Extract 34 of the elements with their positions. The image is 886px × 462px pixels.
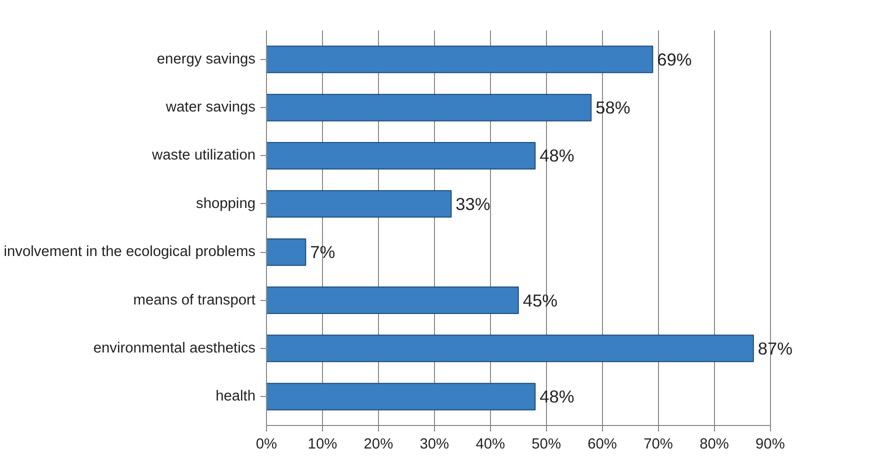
y-tick-label: shopping bbox=[196, 196, 256, 212]
x-tick-label: 50% bbox=[532, 436, 562, 452]
bar bbox=[266, 334, 754, 362]
y-tick-label: energy savings bbox=[156, 51, 256, 68]
bar bbox=[266, 238, 306, 266]
y-tick-label: waste utilization bbox=[151, 148, 256, 164]
data-label: 87% bbox=[758, 338, 793, 358]
bar bbox=[266, 286, 519, 314]
y-tick-label: environmental aesthetics bbox=[93, 340, 256, 356]
x-tick-label: 40% bbox=[476, 436, 506, 452]
x-tick-label: 80% bbox=[700, 436, 729, 452]
bar bbox=[266, 190, 452, 218]
data-label: 33% bbox=[456, 194, 490, 214]
x-tick-label: 20% bbox=[364, 436, 394, 452]
y-tick-label: involvement in the ecological problems bbox=[4, 244, 256, 260]
bar bbox=[266, 94, 592, 122]
x-tick-label: 70% bbox=[644, 436, 673, 452]
x-tick-label: 30% bbox=[420, 436, 450, 452]
y-tick-label: health bbox=[216, 388, 256, 405]
data-label: 45% bbox=[522, 290, 558, 310]
data-label: 7% bbox=[310, 242, 336, 262]
data-label: 58% bbox=[596, 98, 630, 118]
bar bbox=[266, 382, 536, 410]
data-label: 69% bbox=[657, 49, 692, 70]
data-label: 48% bbox=[540, 386, 574, 407]
bar bbox=[266, 142, 536, 170]
x-tick-label: 10% bbox=[308, 436, 338, 452]
x-tick-label: 60% bbox=[588, 436, 617, 452]
data-label: 48% bbox=[540, 146, 574, 166]
y-tick-label: means of transport bbox=[133, 292, 256, 308]
x-tick-label: 90% bbox=[756, 436, 785, 452]
bar bbox=[266, 46, 654, 74]
x-tick-label: 0% bbox=[256, 436, 278, 452]
y-tick-label: water savings bbox=[164, 100, 256, 116]
